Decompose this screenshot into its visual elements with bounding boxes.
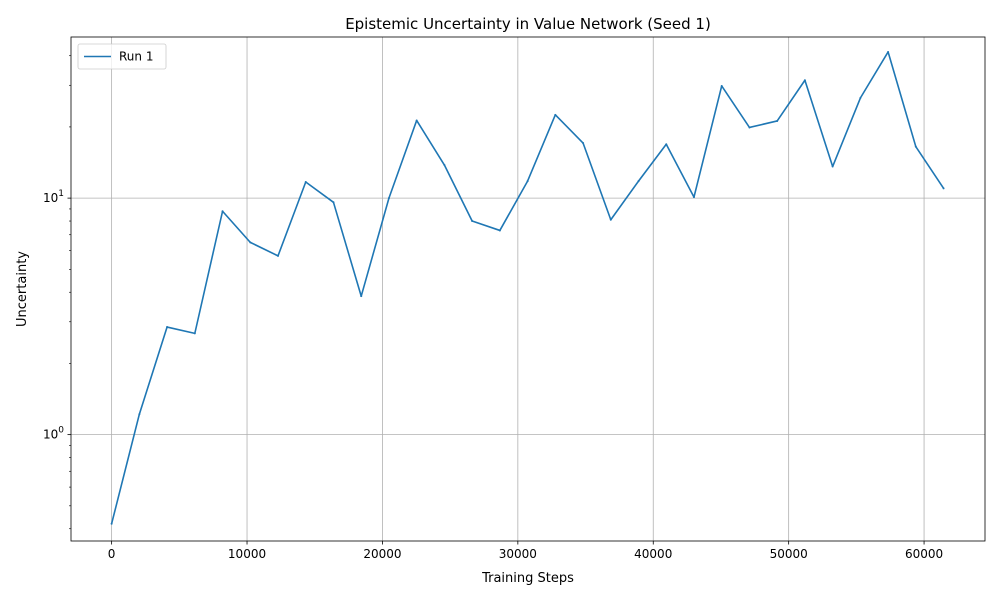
x-tick-label: 60000 <box>905 547 943 561</box>
x-tick-label: 10000 <box>228 547 266 561</box>
data-point <box>887 50 890 53</box>
plot-frame <box>70 36 986 542</box>
data-point <box>471 220 474 223</box>
data-point <box>138 413 141 416</box>
x-tick-label: 30000 <box>499 547 537 561</box>
data-point <box>498 229 501 232</box>
data-point <box>665 143 668 146</box>
grid <box>71 37 985 541</box>
data-point <box>110 522 113 525</box>
data-point <box>637 180 640 183</box>
legend-label: Run 1 <box>119 50 153 64</box>
data-point <box>277 254 280 257</box>
data-point <box>609 218 612 221</box>
data-point <box>554 113 557 116</box>
x-tick-label: 0 <box>108 547 116 561</box>
x-tick-label: 20000 <box>363 547 401 561</box>
data-point <box>166 326 169 329</box>
data-point <box>304 180 307 183</box>
x-tick-label: 50000 <box>770 547 808 561</box>
data-point <box>720 84 723 87</box>
y-tick-label: 101 <box>43 189 64 205</box>
data-point <box>942 187 945 190</box>
x-axis-title: Training Steps <box>481 571 574 586</box>
data-point <box>914 145 917 148</box>
x-tick-label: 40000 <box>634 547 672 561</box>
data-point <box>776 119 779 122</box>
x-axis: 0 10000 20000 30000 40000 50000 60000 <box>108 541 943 561</box>
data-point <box>748 126 751 129</box>
data-point <box>193 332 196 335</box>
y-axis-title: Uncertainty <box>15 251 30 327</box>
data-point <box>803 79 806 82</box>
data-point <box>360 295 363 298</box>
y-axis: 100 101 <box>43 55 71 530</box>
series-layer <box>110 50 945 525</box>
y-tick-label: 100 <box>43 426 64 442</box>
data-point <box>582 142 585 145</box>
legend: Run 1 <box>77 43 167 70</box>
data-point <box>332 201 335 204</box>
chart-title: Epistemic Uncertainty in Value Network (… <box>345 15 711 33</box>
data-point <box>692 196 695 199</box>
data-point <box>221 210 224 213</box>
legend-box <box>77 43 167 70</box>
data-point <box>859 97 862 100</box>
data-point <box>831 165 834 168</box>
data-point <box>387 197 390 200</box>
data-point <box>526 180 529 183</box>
data-point <box>249 241 252 244</box>
data-point <box>443 164 446 167</box>
data-point <box>415 119 418 122</box>
